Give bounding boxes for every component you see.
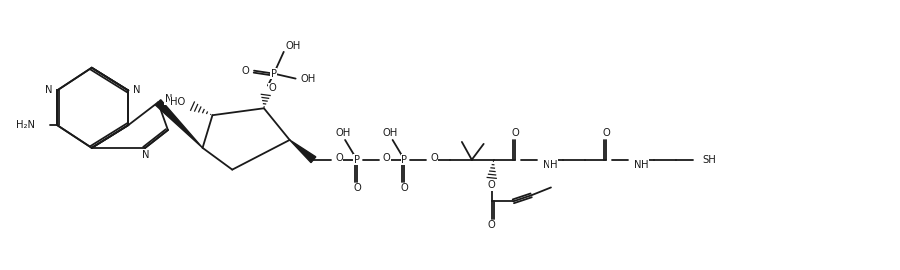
Text: SH: SH <box>702 155 716 165</box>
Text: P: P <box>401 155 408 165</box>
Text: O: O <box>241 66 249 76</box>
Text: O: O <box>488 180 495 190</box>
Text: O: O <box>430 153 438 163</box>
Text: N: N <box>45 86 52 96</box>
Text: P: P <box>271 69 277 79</box>
Text: OH: OH <box>301 74 316 84</box>
Text: O: O <box>400 183 409 193</box>
Polygon shape <box>156 100 202 148</box>
Text: OH: OH <box>383 128 398 138</box>
Text: N: N <box>133 86 140 96</box>
Text: N: N <box>634 160 642 170</box>
Text: HO: HO <box>170 97 185 107</box>
Text: O: O <box>335 153 343 163</box>
Text: P: P <box>354 155 360 165</box>
Text: O: O <box>353 183 361 193</box>
Text: H: H <box>550 160 557 170</box>
Text: N: N <box>543 160 551 170</box>
Text: O: O <box>602 128 610 138</box>
Polygon shape <box>290 140 316 163</box>
Text: N: N <box>165 94 173 104</box>
Text: O: O <box>382 153 391 163</box>
Text: H₂N: H₂N <box>16 120 35 130</box>
Text: N: N <box>142 150 150 160</box>
Text: OH: OH <box>285 41 301 51</box>
Text: O: O <box>488 220 495 230</box>
Text: O: O <box>269 83 276 93</box>
Text: O: O <box>511 128 519 138</box>
Text: OH: OH <box>336 128 351 138</box>
Text: H: H <box>641 160 649 170</box>
